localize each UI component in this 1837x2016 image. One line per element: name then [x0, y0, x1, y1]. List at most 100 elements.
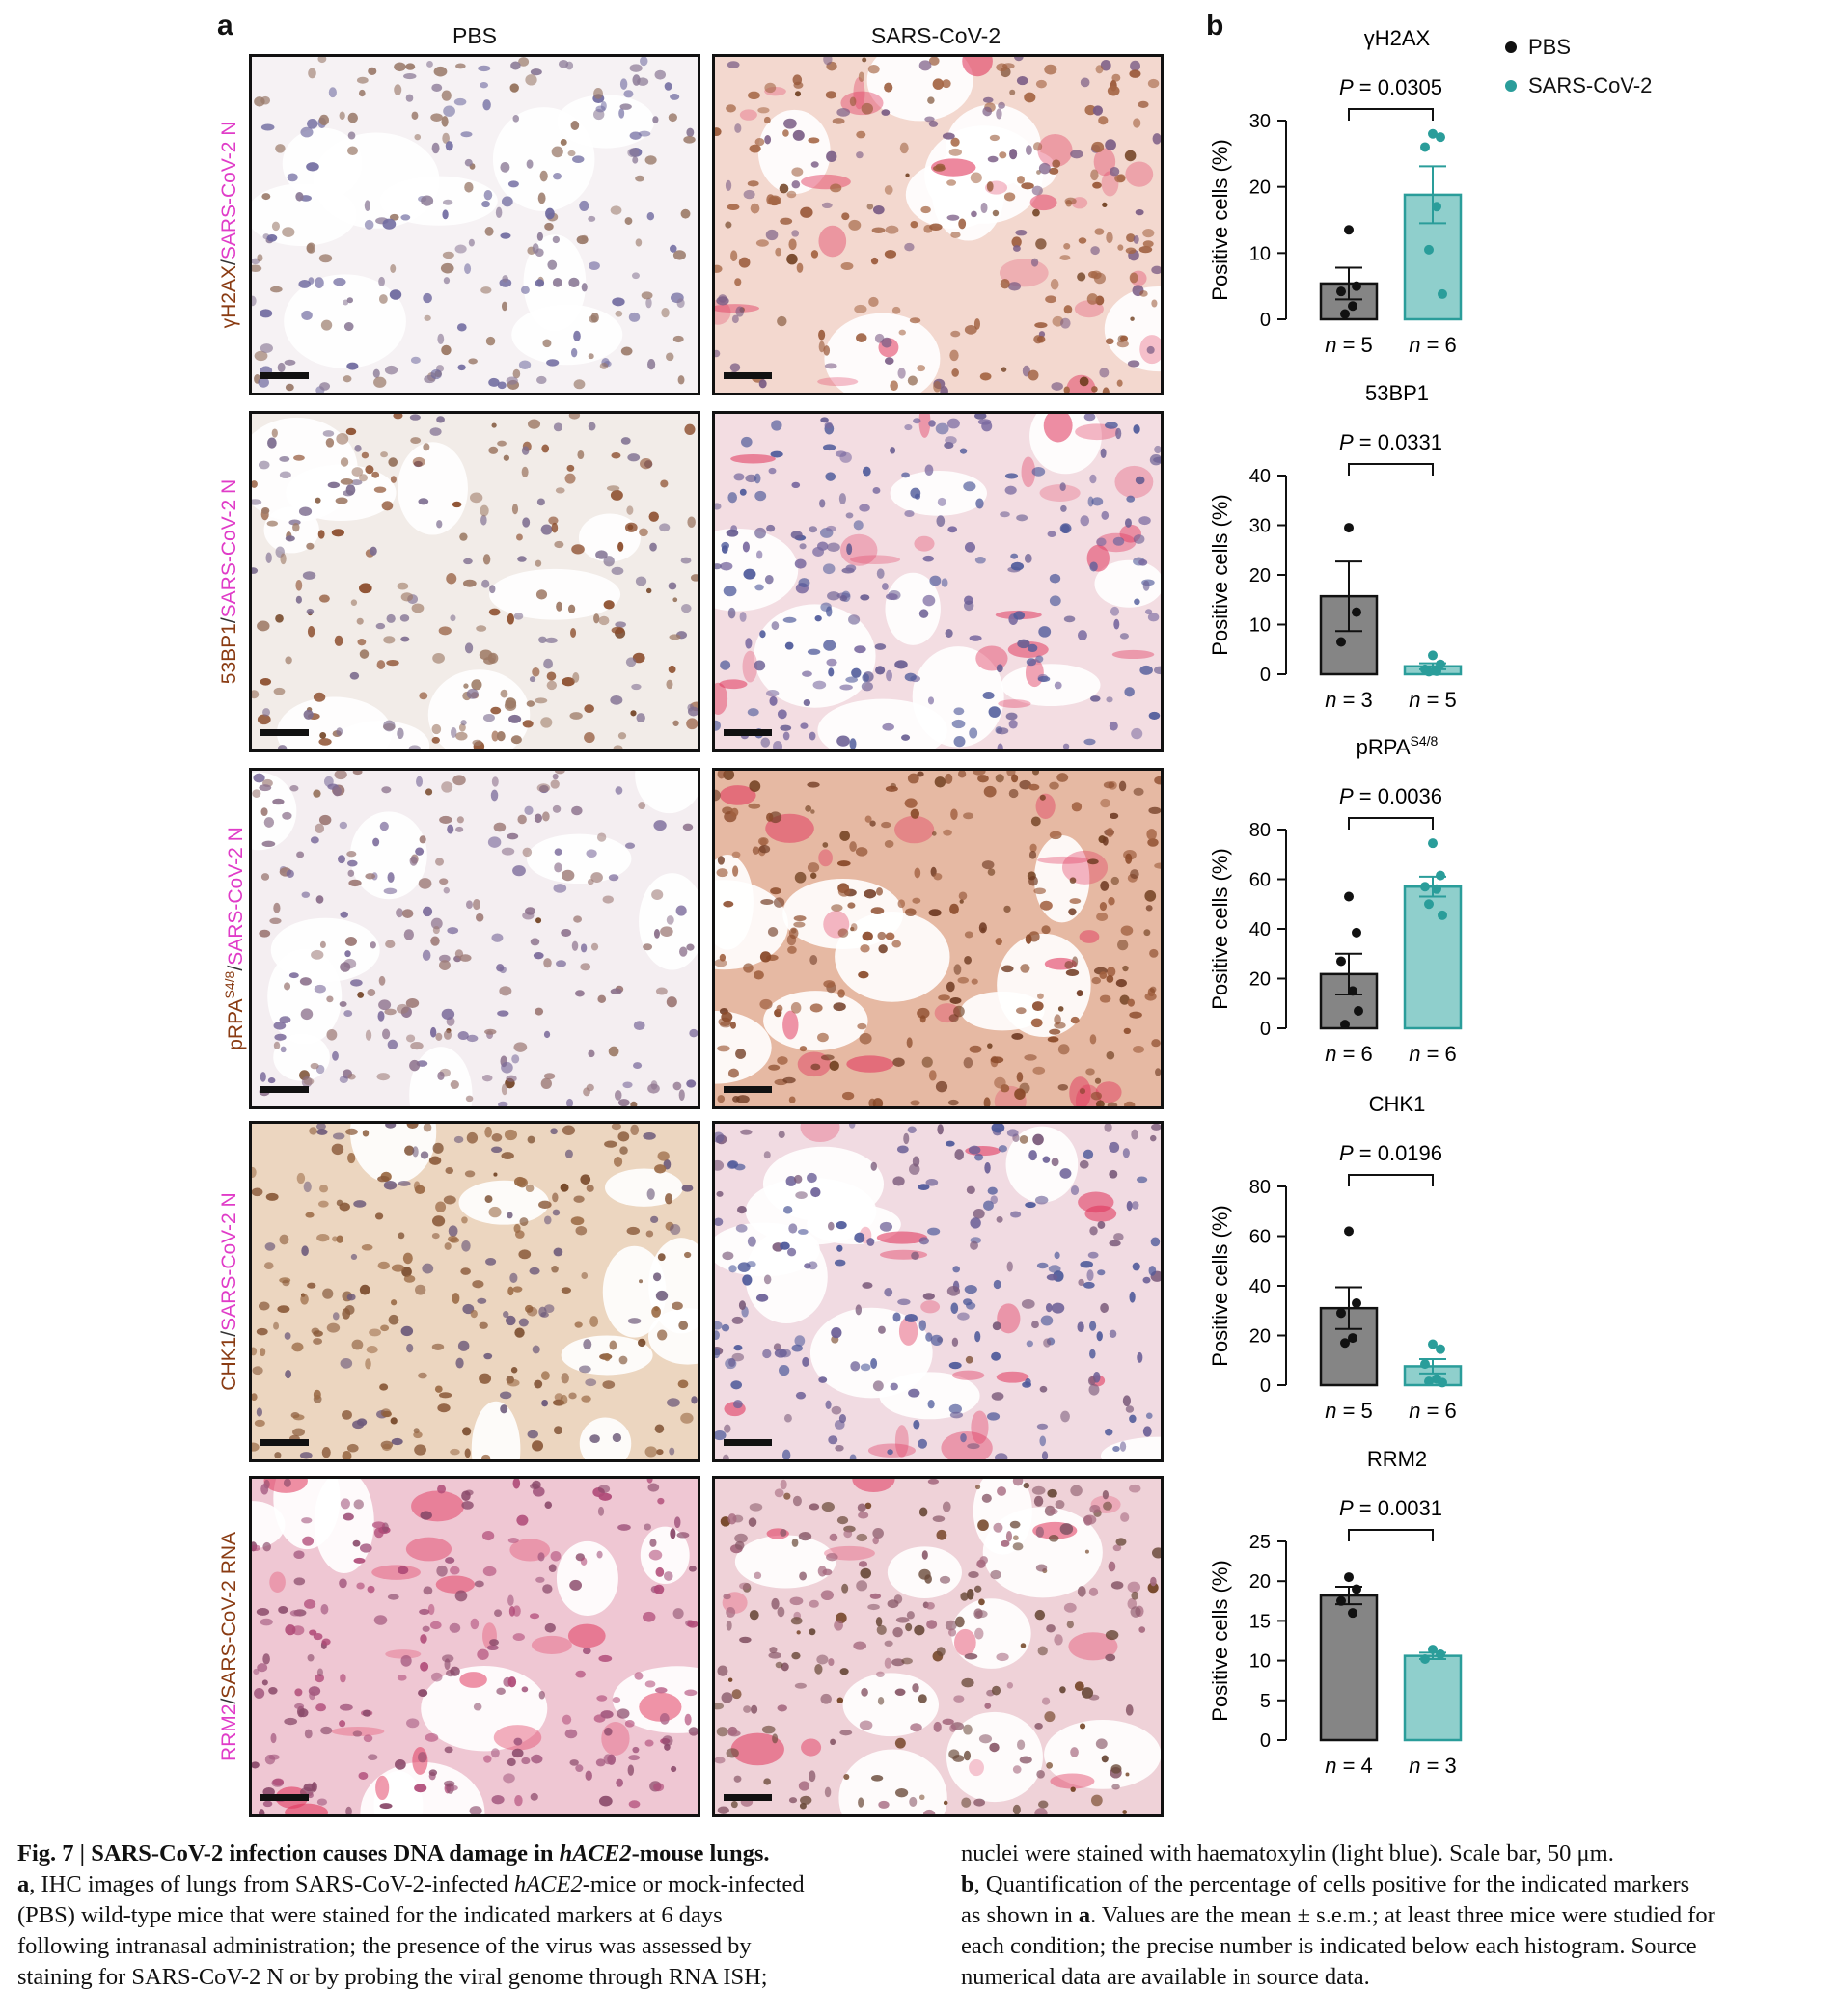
caption-left-line: a, IHC images of lungs from SARS-CoV-2-i…: [17, 1869, 934, 1900]
data-point-sars-cov-2: [1420, 1653, 1430, 1664]
data-point-sars-cov-2: [1424, 244, 1434, 255]
data-point-sars-cov-2: [1428, 650, 1438, 661]
caption-panel-ref: a: [17, 1871, 30, 1897]
scale-bar: [260, 1794, 309, 1801]
y-axis-label: Positive cells (%): [1208, 1205, 1232, 1366]
data-point-sars-cov-2: [1436, 870, 1445, 881]
row-label-probe: SARS-CoV-2 N: [225, 827, 247, 966]
p-value-label: P = 0.0305: [1339, 75, 1442, 99]
data-point-sars-cov-2: [1420, 142, 1430, 152]
caption-panel-ref: b: [961, 1871, 974, 1897]
caption-left-line: staining for SARS-CoV-2 N or by probing …: [17, 1962, 934, 1993]
caption-fig-label: Fig. 7: [17, 1840, 74, 1866]
data-point-pbs: [1352, 1298, 1361, 1309]
data-point-pbs: [1348, 301, 1357, 312]
y-axis-label: Positive cells (%): [1208, 139, 1232, 300]
bar-chart-chk1: CHK1 Positive cells (%) 0 20 40 60 80 n = 5 n = …: [1194, 1085, 1542, 1442]
data-point-sars-cov-2: [1428, 1339, 1438, 1349]
y-tick-label: 40: [1249, 919, 1271, 940]
data-point-pbs: [1348, 986, 1357, 996]
caption-right-line: as shown in a. Values are the mean ± s.e…: [961, 1900, 1829, 1931]
y-tick-label: 25: [1249, 1532, 1271, 1553]
micrograph-gamma-h2ax-pbs: [249, 54, 700, 395]
p-value-label: P = 0.0036: [1339, 784, 1442, 808]
panel-b-letter: b: [1206, 10, 1224, 41]
data-point-pbs: [1344, 1226, 1354, 1237]
data-point-pbs: [1336, 1308, 1346, 1319]
bar-sars-cov-2: [1403, 885, 1463, 1030]
y-tick-label: 20: [1249, 1326, 1271, 1348]
row-label-prpa: pRPAS4/8/SARS-CoV-2 N: [216, 765, 247, 1112]
y-tick-label: 20: [1249, 969, 1271, 991]
caption-text: nuclei were stained with haematoxylin (l…: [961, 1840, 1614, 1866]
caption-text: . Values are the mean ± s.e.m.; at least…: [1090, 1902, 1715, 1928]
significance-bracket: [1348, 1529, 1434, 1541]
caption-right-line: nuclei were stained with haematoxylin (l…: [961, 1839, 1829, 1869]
scale-bar: [724, 729, 772, 736]
scale-bar: [724, 1439, 772, 1446]
chart-title: RRM2: [1367, 1447, 1427, 1471]
sample-size-label: n = 5: [1325, 333, 1373, 357]
bar-sars-cov-2: [1403, 1654, 1463, 1742]
row-label-probe: SARS-CoV-2 N: [218, 478, 240, 618]
data-point-pbs: [1336, 637, 1346, 647]
caption-text: , IHC images of lungs from SARS-CoV-2-in…: [29, 1871, 514, 1897]
micrograph-53bp1-sars-cov-2: [712, 411, 1164, 752]
p-value-label: P = 0.0196: [1339, 1141, 1442, 1165]
legend-marker-pbs: [1505, 41, 1517, 53]
data-point-pbs: [1354, 1005, 1363, 1016]
data-point-sars-cov-2: [1438, 910, 1447, 920]
y-tick-label: 80: [1249, 1177, 1271, 1198]
micrograph-prpa-pbs: [249, 768, 700, 1109]
row-label-separator: /: [218, 259, 240, 266]
data-point-pbs: [1336, 1595, 1346, 1606]
micrograph-chk1-pbs: [249, 1121, 700, 1462]
caption-title-emphasis: hACE2: [559, 1840, 632, 1866]
scale-bar: [260, 1439, 309, 1446]
caption-text: numerical data are available in source d…: [961, 1964, 1370, 1990]
caption-title: Fig. 7 | SARS-CoV-2 infection causes DNA…: [17, 1839, 934, 1869]
y-tick-label: 10: [1249, 615, 1271, 637]
y-tick-label: 10: [1249, 243, 1271, 264]
y-tick-label: 0: [1260, 1376, 1271, 1397]
data-point-sars-cov-2: [1424, 1376, 1434, 1387]
legend-item-pbs: PBS: [1505, 35, 1652, 60]
bar-chart-rrm2: RRM2 Positive cells (%) 0 5 10 15 20 25 n = 4 n =…: [1194, 1440, 1542, 1797]
sample-size-label: n = 4: [1325, 1754, 1373, 1778]
caption-right: nuclei were stained with haematoxylin (l…: [961, 1839, 1829, 1993]
column-header-pbs: PBS: [452, 23, 498, 48]
sample-size-label: n = 6: [1409, 1042, 1457, 1066]
data-point-pbs: [1352, 607, 1361, 617]
caption-italic-text: hACE2: [513, 1871, 583, 1897]
data-point-sars-cov-2: [1436, 1344, 1445, 1354]
row-label-marker: pRPA: [225, 998, 247, 1050]
chart-title: 53BP1: [1365, 381, 1429, 405]
data-point-sars-cov-2: [1432, 202, 1441, 212]
y-tick-label: 5: [1260, 1691, 1271, 1712]
data-point-sars-cov-2: [1438, 1377, 1447, 1388]
row-label-gamma-h2ax: γH2AX/SARS-CoV-2 N: [216, 51, 243, 398]
data-point-sars-cov-2: [1424, 899, 1434, 910]
caption-text: following intranasal administration; the…: [17, 1933, 752, 1959]
sample-size-label: n = 5: [1325, 1399, 1373, 1423]
column-header-sars-cov-2: SARS-CoV-2: [870, 23, 1001, 48]
y-tick-label: 40: [1249, 466, 1271, 487]
row-label-separator: /: [218, 1698, 240, 1704]
data-point-sars-cov-2: [1420, 1359, 1430, 1370]
y-axis-label: Positive cells (%): [1208, 494, 1232, 655]
caption-title-end: -mouse lungs.: [631, 1840, 770, 1866]
y-tick-label: 60: [1249, 1227, 1271, 1248]
data-point-pbs: [1340, 1338, 1350, 1349]
caption-text: staining for SARS-CoV-2 N or by probing …: [17, 1964, 768, 1990]
scale-bar: [724, 372, 772, 379]
row-label-marker-superscript: S4/8: [222, 970, 237, 999]
scale-bar: [260, 729, 309, 736]
caption-right-line: numerical data are available in source d…: [961, 1962, 1829, 1993]
significance-bracket: [1348, 1174, 1434, 1186]
data-point-pbs: [1348, 1608, 1357, 1619]
caption-right-line: each condition; the precise number is in…: [961, 1931, 1829, 1962]
sample-size-label: n = 6: [1325, 1042, 1373, 1066]
data-point-pbs: [1340, 309, 1350, 319]
y-tick-label: 0: [1260, 665, 1271, 686]
data-point-sars-cov-2: [1424, 667, 1434, 677]
